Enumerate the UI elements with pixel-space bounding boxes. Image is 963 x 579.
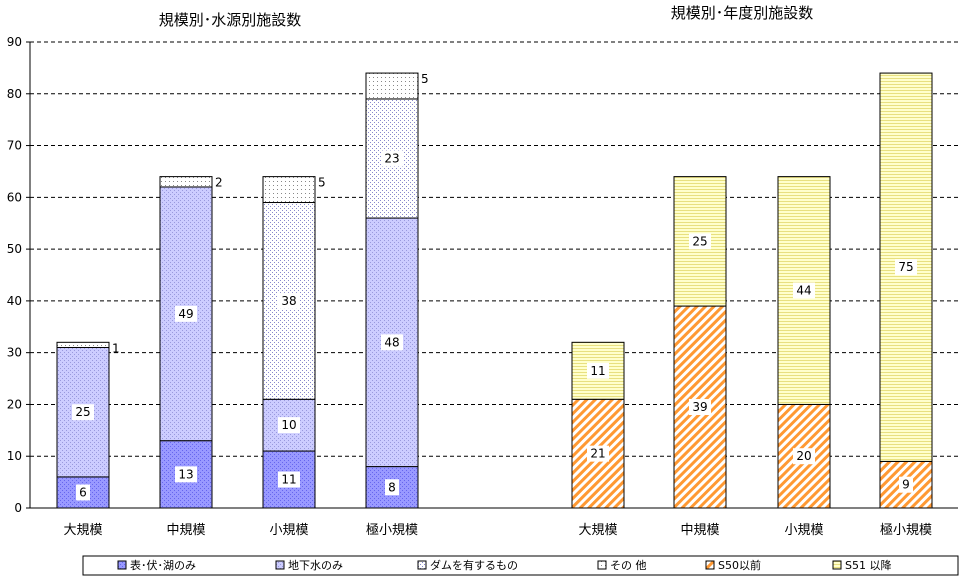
data-label-bg: [689, 399, 711, 416]
y-tick-label: 30: [7, 346, 22, 360]
data-label: 23: [384, 152, 399, 166]
x-tick-label: 中規模: [166, 523, 205, 538]
left-chart-title: 規模別･水源別施設数: [159, 11, 302, 29]
data-label-bg: [587, 445, 609, 462]
data-label-bg: [278, 292, 300, 309]
data-label: 13: [178, 467, 193, 481]
y-axis: 0 10 20 30 40 50 60 70 80 90: [7, 35, 958, 515]
data-label-bg: [175, 305, 197, 322]
data-label: 1: [112, 341, 120, 355]
data-label: 49: [178, 307, 193, 321]
data-label: 8: [388, 480, 396, 494]
x-tick-label: 極小規模: [880, 522, 932, 538]
legend-swatch: [597, 560, 607, 570]
category-labels: 大規模 中規模 小規模 極小規模 大規模 中規模 小規模 極小規模: [63, 522, 932, 538]
data-label-bg: [793, 448, 815, 465]
data-label: 9: [902, 478, 910, 492]
x-tick-label: 小規模: [269, 523, 308, 538]
data-label-bg: [381, 334, 403, 351]
data-label: 38: [281, 294, 296, 308]
data-label-bg: [175, 466, 197, 483]
data-label-bg: [689, 233, 711, 250]
data-label-bg: [899, 476, 913, 493]
data-label-bg: [76, 484, 90, 501]
right-chart-title: 規模別･年度別施設数: [671, 4, 814, 22]
data-label-bg: [793, 282, 815, 299]
x-tick-label: 中規模: [680, 523, 719, 538]
data-label: 5: [318, 176, 326, 190]
data-label: 20: [796, 449, 811, 463]
legend: 表･伏･湖のみ 地下水のみ ダムを有するもの その 他 S50以前 S51 以降: [82, 555, 959, 576]
data-label: 25: [75, 405, 90, 419]
legend-item: 表･伏･湖のみ: [130, 558, 196, 572]
data-label: 6: [79, 485, 87, 499]
data-label: 25: [692, 234, 707, 248]
y-tick-label: 0: [14, 501, 22, 515]
legend-box: [82, 555, 959, 576]
data-labels: 6 25 1 13 49 2 11 10 38 5 8 48 23 5 21 11 39 25 20 44 9 75: [72, 72, 917, 501]
legend-item: S50以前: [718, 558, 761, 572]
bar-segment: [56, 341, 110, 348]
data-label: 10: [281, 418, 296, 432]
bar-segment: [262, 176, 316, 204]
data-label: 11: [281, 473, 296, 487]
bar-segment: [159, 176, 213, 188]
y-tick-label: 20: [7, 397, 22, 411]
y-tick-label: 80: [7, 87, 22, 101]
data-label: 44: [796, 284, 811, 298]
data-label-bg: [278, 471, 300, 488]
data-label-bg: [385, 479, 399, 496]
y-tick-label: 50: [7, 242, 22, 256]
data-label-bg: [587, 362, 609, 379]
x-tick-label: 極小規模: [366, 522, 418, 538]
x-tick-label: 小規模: [784, 523, 823, 538]
data-label-bg: [381, 150, 403, 167]
data-label-bg: [278, 417, 300, 434]
bar-segment: [365, 72, 419, 100]
data-label: 5: [421, 72, 429, 86]
legend-item: 地下水のみ: [288, 559, 343, 572]
data-label-bg: [895, 259, 917, 276]
x-tick-label: 大規模: [578, 523, 617, 538]
legend-item: S51 以降: [845, 558, 891, 572]
data-label: 75: [898, 260, 913, 274]
y-tick-label: 10: [7, 449, 22, 463]
data-label: 2: [215, 176, 223, 190]
x-tick-label: 大規模: [63, 523, 102, 538]
legend-swatch: [117, 560, 127, 570]
y-tick-label: 90: [7, 35, 22, 49]
y-tick-label: 70: [7, 139, 22, 153]
data-label: 11: [590, 364, 605, 378]
legend-swatch: [705, 560, 715, 570]
y-tick-label: 60: [7, 190, 22, 204]
data-label: 21: [590, 447, 605, 461]
legend-item: ダムを有するもの: [430, 558, 518, 572]
data-label: 48: [384, 335, 399, 349]
bar-segment: [673, 305, 727, 509]
legend-swatch: [417, 560, 427, 570]
data-label: 39: [692, 400, 707, 414]
legend-swatch: [832, 560, 842, 570]
legend-item: その 他: [610, 559, 647, 572]
y-tick-label: 40: [7, 294, 22, 308]
data-label-bg: [72, 404, 94, 421]
legend-swatch: [275, 560, 285, 570]
